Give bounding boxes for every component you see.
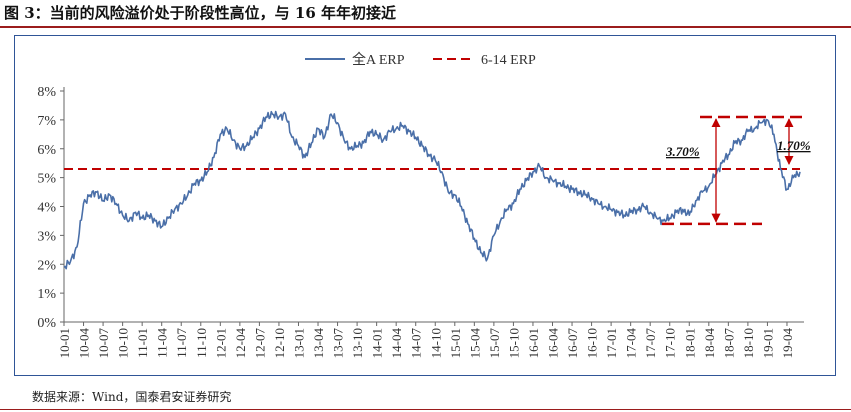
- x-tick-label: 11-10: [194, 328, 209, 358]
- x-tick-label: 10-07: [96, 328, 111, 359]
- legend-label-series-1: 6-14 ERP: [481, 53, 536, 68]
- x-tick-label: 16-07: [565, 328, 580, 359]
- chart-frame: [14, 35, 836, 376]
- annotation-group: 3.70% 1.70%: [662, 115, 811, 226]
- x-tick-label: 12-07: [252, 328, 267, 359]
- x-tick-label: 10-01: [57, 328, 72, 358]
- y-tick-label: 8%: [37, 85, 56, 100]
- x-tick-label: 11-01: [135, 328, 150, 358]
- x-tick-label: 14-04: [389, 328, 404, 359]
- x-tick-label: 14-01: [370, 328, 385, 358]
- x-tick-label: 16-04: [545, 328, 560, 359]
- annotation-label-1-70: 1.70%: [777, 138, 811, 153]
- x-tick-label: 17-04: [624, 328, 639, 359]
- axes: 0% 1% 2% 3% 4% 5% 6% 7% 8% 10-01 10-04 10-07 10-10 11…: [37, 85, 804, 358]
- x-tick-label: 18-01: [682, 328, 697, 358]
- y-tick-label: 5%: [37, 172, 56, 187]
- x-tick-label: 17-01: [604, 328, 619, 358]
- source-note: 数据来源：Wind，国泰君安证券研究: [32, 390, 232, 404]
- bottom-rule: [0, 409, 851, 410]
- x-tick-label: 16-10: [585, 328, 600, 358]
- x-tick-label: 19-04: [780, 328, 795, 359]
- x-tick-label: 14-07: [409, 328, 424, 359]
- x-tick-label: 13-01: [291, 328, 306, 358]
- y-tick-label: 1%: [37, 287, 56, 302]
- x-tick-label: 13-07: [331, 328, 346, 359]
- x-tick-label: 12-10: [272, 328, 287, 358]
- y-tick-label: 0%: [37, 316, 56, 331]
- x-tick-label: 18-07: [721, 328, 736, 359]
- x-tick-label: 17-10: [663, 328, 678, 358]
- series-quan-a-erp-line: [63, 110, 801, 270]
- x-tick-label: 10-04: [77, 328, 92, 359]
- x-tick-label: 16-01: [526, 328, 541, 358]
- x-tick-label: 18-10: [741, 328, 756, 358]
- x-tick-label: 15-10: [506, 328, 521, 358]
- y-tick-label: 2%: [37, 258, 56, 273]
- x-tick-label: 12-01: [213, 328, 228, 358]
- x-tick-label: 12-04: [233, 328, 248, 359]
- x-tick-label: 13-10: [350, 328, 365, 358]
- legend: 全A ERP 6-14 ERP: [305, 51, 536, 68]
- y-tick-label: 3%: [37, 229, 56, 244]
- series-group: [63, 110, 801, 270]
- x-tick-label: 10-10: [116, 328, 131, 358]
- legend-label-series-0: 全A ERP: [352, 51, 405, 68]
- x-tick-label: 11-04: [155, 328, 170, 358]
- x-tick-label: 15-01: [448, 328, 463, 358]
- x-tick-label: 15-07: [487, 328, 502, 359]
- x-tick-label: 18-04: [702, 328, 717, 359]
- x-tick-label: 17-07: [643, 328, 658, 359]
- annotation-label-3-70: 3.70%: [665, 144, 700, 159]
- title-rule: [0, 26, 851, 28]
- y-tick-label: 7%: [37, 114, 56, 129]
- x-tick-label: 14-10: [428, 328, 443, 358]
- x-tick-label: 13-04: [311, 328, 326, 359]
- y-tick-label: 6%: [37, 143, 56, 158]
- x-tick-label: 11-07: [174, 328, 189, 358]
- figure-title: 图 3：当前的风险溢价处于阶段性高位，与 16 年年初接近: [4, 4, 396, 22]
- x-tick-label: 15-04: [467, 328, 482, 359]
- y-tick-label: 4%: [37, 201, 56, 216]
- x-tick-label: 19-01: [760, 328, 775, 358]
